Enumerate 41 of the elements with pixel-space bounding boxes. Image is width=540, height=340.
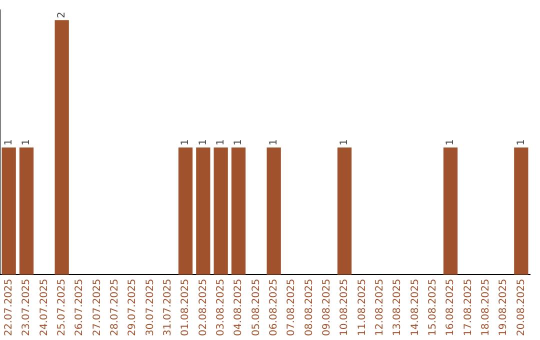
data-label: 1: [21, 139, 32, 146]
x-tick-label: 24.07.2025: [38, 278, 50, 336]
x-tick-label: 22.07.2025: [3, 278, 14, 336]
x-tick-label: 01.08.2025: [180, 278, 192, 336]
x-tick-label: 06.08.2025: [268, 278, 280, 336]
x-tick-label: 28.07.2025: [109, 278, 120, 336]
x-tick-label: 11.08.2025: [356, 278, 368, 336]
data-label: 1: [516, 139, 527, 146]
x-tick-label: 13.08.2025: [392, 278, 404, 336]
data-label: 1: [268, 139, 280, 146]
data-label: 1: [339, 139, 350, 146]
x-tick-label: 27.07.2025: [92, 278, 103, 336]
data-label: 1: [215, 139, 226, 146]
data-label: 2: [56, 12, 68, 18]
x-tick-label: 26.07.2025: [74, 278, 86, 336]
data-label: 1: [3, 139, 14, 146]
x-tick-label: 12.08.2025: [374, 278, 386, 336]
x-tick-label: 31.07.2025: [162, 278, 174, 336]
x-tick-label: 05.08.2025: [250, 278, 262, 336]
x-tick-label: 20.08.2025: [516, 278, 527, 336]
x-tick-label: 25.07.2025: [56, 278, 68, 336]
x-tick-label: 08.08.2025: [304, 278, 315, 336]
data-label: 1: [198, 139, 209, 146]
x-tick-label: 23.07.2025: [21, 278, 32, 336]
x-tick-label: 10.08.2025: [339, 278, 350, 336]
x-tick-label: 04.08.2025: [233, 278, 244, 336]
x-tick-label: 29.07.2025: [127, 278, 138, 336]
x-tick-label: 09.08.2025: [321, 278, 332, 336]
x-tick-label: 14.08.2025: [410, 278, 421, 336]
x-tick-label: 30.07.2025: [144, 278, 156, 336]
x-tick-label: 02.08.2025: [198, 278, 209, 336]
x-tick-label: 03.08.2025: [215, 278, 226, 336]
x-tick-label: 07.08.2025: [286, 278, 298, 336]
data-label: 1: [445, 139, 456, 146]
x-tick-label: 15.08.2025: [427, 278, 438, 336]
data-label: 1: [233, 139, 244, 146]
x-tick-label: 17.08.2025: [462, 278, 474, 336]
x-tick-label: 18.08.2025: [480, 278, 492, 336]
data-label: 1: [180, 139, 192, 146]
x-tick-label: 16.08.2025: [445, 278, 456, 336]
x-tick-label: 19.08.2025: [498, 278, 510, 336]
